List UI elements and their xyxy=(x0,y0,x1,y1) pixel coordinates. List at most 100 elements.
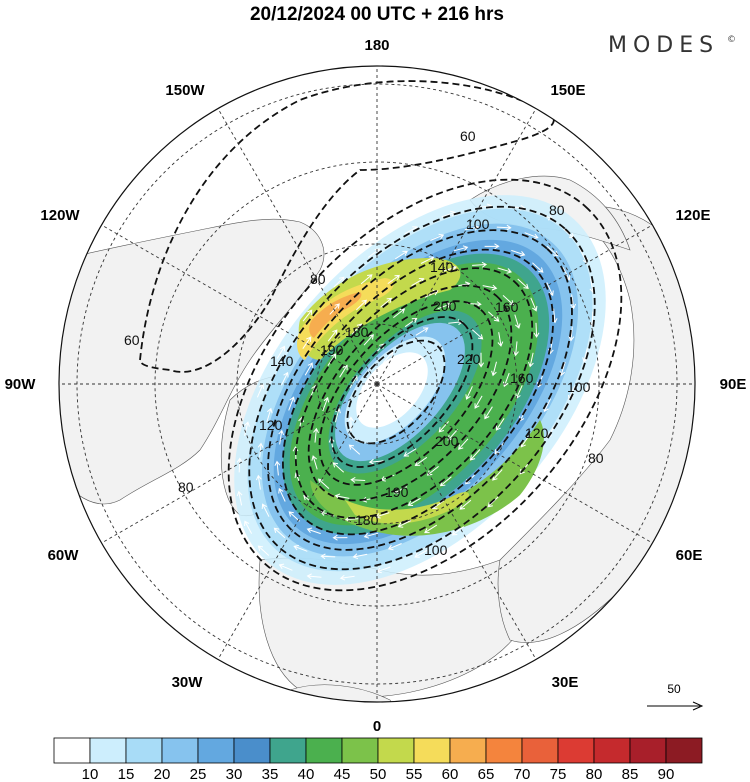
height-contours xyxy=(139,80,623,592)
wind-arrow xyxy=(582,348,588,363)
lon-label-120e: 120E xyxy=(675,207,710,224)
wind-arrow xyxy=(236,457,243,473)
contour-label: 200 xyxy=(435,433,459,449)
wind-arrow xyxy=(439,476,452,487)
wind-arrow xyxy=(244,520,253,534)
wind-arrow xyxy=(459,499,472,510)
wind-arrow xyxy=(532,262,544,273)
wind-arrow xyxy=(339,574,355,581)
contour-220 xyxy=(346,339,446,445)
wind-arrow xyxy=(255,474,262,490)
contour-160 xyxy=(294,267,534,519)
wind-arrow xyxy=(447,429,458,441)
colorbar-tick-label: 60 xyxy=(442,766,459,782)
wind-arrow xyxy=(261,503,270,517)
wind-arrow xyxy=(415,327,429,336)
wind-arrow xyxy=(469,449,481,461)
contour-label: 180 xyxy=(355,512,379,528)
reference-vector: 50 xyxy=(647,682,704,711)
wind-arrow xyxy=(387,274,400,285)
map-disk xyxy=(59,66,695,702)
wind-arrow xyxy=(333,276,345,288)
wind-arrow xyxy=(327,329,338,342)
lon-label-90e: 90E xyxy=(720,376,747,393)
wind-arrow xyxy=(471,329,484,340)
contour-140 xyxy=(282,248,554,536)
wind-arrow xyxy=(407,497,421,506)
colorbar-swatch xyxy=(557,737,595,764)
contour-label: 80 xyxy=(549,202,565,218)
wind-arrow xyxy=(375,512,390,519)
colorbar-swatch xyxy=(485,737,523,764)
brand-logo: MODES xyxy=(608,33,719,58)
colorbar-swatch xyxy=(161,737,199,764)
wind-arrow xyxy=(403,448,417,457)
wind-arrow xyxy=(306,527,321,535)
wind-arrow xyxy=(465,386,473,400)
contour-80 xyxy=(227,178,623,592)
wind-arrow xyxy=(320,553,336,560)
wind-arrow xyxy=(458,438,469,450)
contour-label: 60 xyxy=(124,332,140,348)
wind-arrow xyxy=(414,456,428,467)
wind-arrow xyxy=(367,248,381,258)
wind-arrow xyxy=(278,487,286,502)
reference-vector-label: 50 xyxy=(667,682,681,696)
wind-arrow xyxy=(352,553,368,560)
colorbar-tick-label: 20 xyxy=(154,766,171,782)
colorbar-tick-label: 85 xyxy=(622,766,639,782)
contour-label: 220 xyxy=(457,351,481,367)
africa-land xyxy=(279,684,401,702)
wind-arrow xyxy=(530,297,538,312)
reference-vector-arrowhead xyxy=(692,701,704,711)
contour-100 xyxy=(248,205,596,571)
wind-arrow xyxy=(394,250,408,260)
wind-arrow xyxy=(511,249,526,257)
contour-label: 80 xyxy=(588,450,604,466)
contour-label: 100 xyxy=(567,379,591,395)
wind-arrow xyxy=(495,418,505,431)
shade-jet-max-core xyxy=(297,278,394,360)
wind-arrow xyxy=(513,341,519,357)
meridian-line xyxy=(217,108,378,385)
colorbar-swatch xyxy=(593,737,631,764)
contour-label: 200 xyxy=(433,298,457,314)
wind-arrow xyxy=(437,302,452,310)
wind-arrow xyxy=(404,317,418,328)
wind-arrow xyxy=(293,544,308,552)
map-title: 20/12/2024 00 UTC + 216 hrs xyxy=(250,4,504,25)
contour-labels: 60 80 80 100 140 160 180 190 200 220 200… xyxy=(124,128,604,558)
shade-center-calm xyxy=(356,352,428,428)
wind-arrow xyxy=(514,314,521,329)
wind-arrow xyxy=(453,245,469,252)
contour-outer-60 xyxy=(139,80,555,373)
wind-arrow xyxy=(438,421,450,433)
wind-arrow xyxy=(393,308,406,318)
colorbar-tick-label: 25 xyxy=(190,766,207,782)
wind-arrow xyxy=(280,371,289,386)
wind-arrow xyxy=(339,364,348,378)
colorbar-swatch xyxy=(449,737,487,764)
lon-label-180: 180 xyxy=(364,37,389,54)
wind-arrow xyxy=(359,384,367,398)
wind-arrow xyxy=(288,396,295,411)
contour-190 xyxy=(318,300,494,486)
wind-arrow xyxy=(276,345,285,359)
wind-arrow xyxy=(451,526,465,536)
wind-arrow xyxy=(332,534,348,541)
wind-arrow xyxy=(313,427,319,443)
contour-label: 80 xyxy=(178,479,194,495)
wind-arrow xyxy=(397,520,412,528)
contour-label: 120 xyxy=(259,417,283,433)
wind-arrow xyxy=(570,294,577,310)
wind-arrow xyxy=(484,406,493,420)
wind-arrow xyxy=(363,334,374,346)
colorbar-tick-label: 50 xyxy=(370,766,387,782)
contour-label: 80 xyxy=(310,271,326,287)
graticule xyxy=(59,66,695,702)
colorbar-tick-label: 30 xyxy=(226,766,243,782)
wind-arrow xyxy=(497,332,504,347)
wind-arrow xyxy=(288,511,300,522)
wind-arrow xyxy=(257,442,264,458)
colorbar-swatch xyxy=(341,737,379,764)
